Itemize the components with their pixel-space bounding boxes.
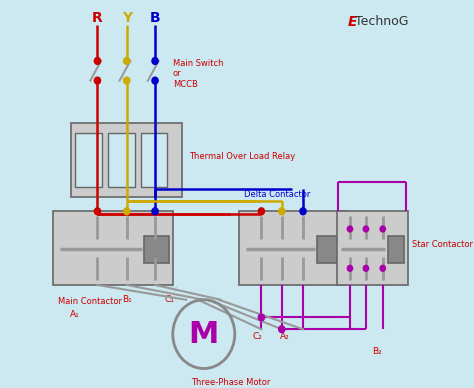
- Bar: [317, 236, 342, 263]
- Circle shape: [124, 77, 130, 84]
- Circle shape: [94, 77, 100, 84]
- Text: C₁: C₁: [164, 295, 174, 304]
- Text: Y: Y: [122, 11, 132, 25]
- Circle shape: [279, 326, 285, 333]
- Text: Thermal Over Load Relay: Thermal Over Load Relay: [189, 151, 295, 161]
- Text: A₂: A₂: [280, 332, 289, 341]
- Circle shape: [258, 208, 264, 215]
- Bar: [337, 211, 408, 285]
- Text: C₂: C₂: [252, 332, 262, 341]
- Circle shape: [152, 57, 158, 64]
- Circle shape: [152, 208, 158, 215]
- Text: E: E: [347, 15, 357, 29]
- Bar: [141, 133, 167, 187]
- Circle shape: [279, 208, 285, 215]
- Circle shape: [258, 314, 264, 321]
- Bar: [239, 211, 346, 285]
- Text: www.ETechnoG.COM: www.ETechnoG.COM: [97, 235, 178, 295]
- Text: B₁: B₁: [122, 295, 132, 304]
- Circle shape: [347, 226, 353, 232]
- Bar: [145, 236, 169, 263]
- Text: Star Contactor: Star Contactor: [412, 240, 473, 249]
- Text: Main Switch
or
MCCB: Main Switch or MCCB: [173, 59, 223, 89]
- Circle shape: [347, 265, 353, 271]
- Text: Three-Phase Motor: Three-Phase Motor: [191, 378, 270, 387]
- Circle shape: [300, 208, 306, 215]
- Text: B: B: [150, 11, 160, 25]
- Text: A₁: A₁: [70, 310, 79, 319]
- Bar: [388, 236, 404, 263]
- Text: TechnoG: TechnoG: [356, 15, 409, 28]
- Bar: [108, 133, 135, 187]
- Circle shape: [363, 265, 369, 271]
- Text: M: M: [189, 320, 219, 349]
- Circle shape: [380, 265, 385, 271]
- Circle shape: [152, 77, 158, 84]
- Text: B₂: B₂: [372, 347, 382, 356]
- Circle shape: [363, 226, 369, 232]
- Bar: [75, 133, 102, 187]
- Text: ETechnoG.COM: ETechnoG.COM: [271, 242, 332, 289]
- Circle shape: [124, 208, 130, 215]
- Circle shape: [94, 208, 100, 215]
- Bar: [71, 123, 182, 197]
- Circle shape: [124, 57, 130, 64]
- Text: Main Contactor: Main Contactor: [58, 297, 122, 306]
- Text: Delta Contactor: Delta Contactor: [244, 191, 310, 199]
- Text: R: R: [92, 11, 103, 25]
- Circle shape: [94, 57, 100, 64]
- Circle shape: [380, 226, 385, 232]
- Bar: [53, 211, 173, 285]
